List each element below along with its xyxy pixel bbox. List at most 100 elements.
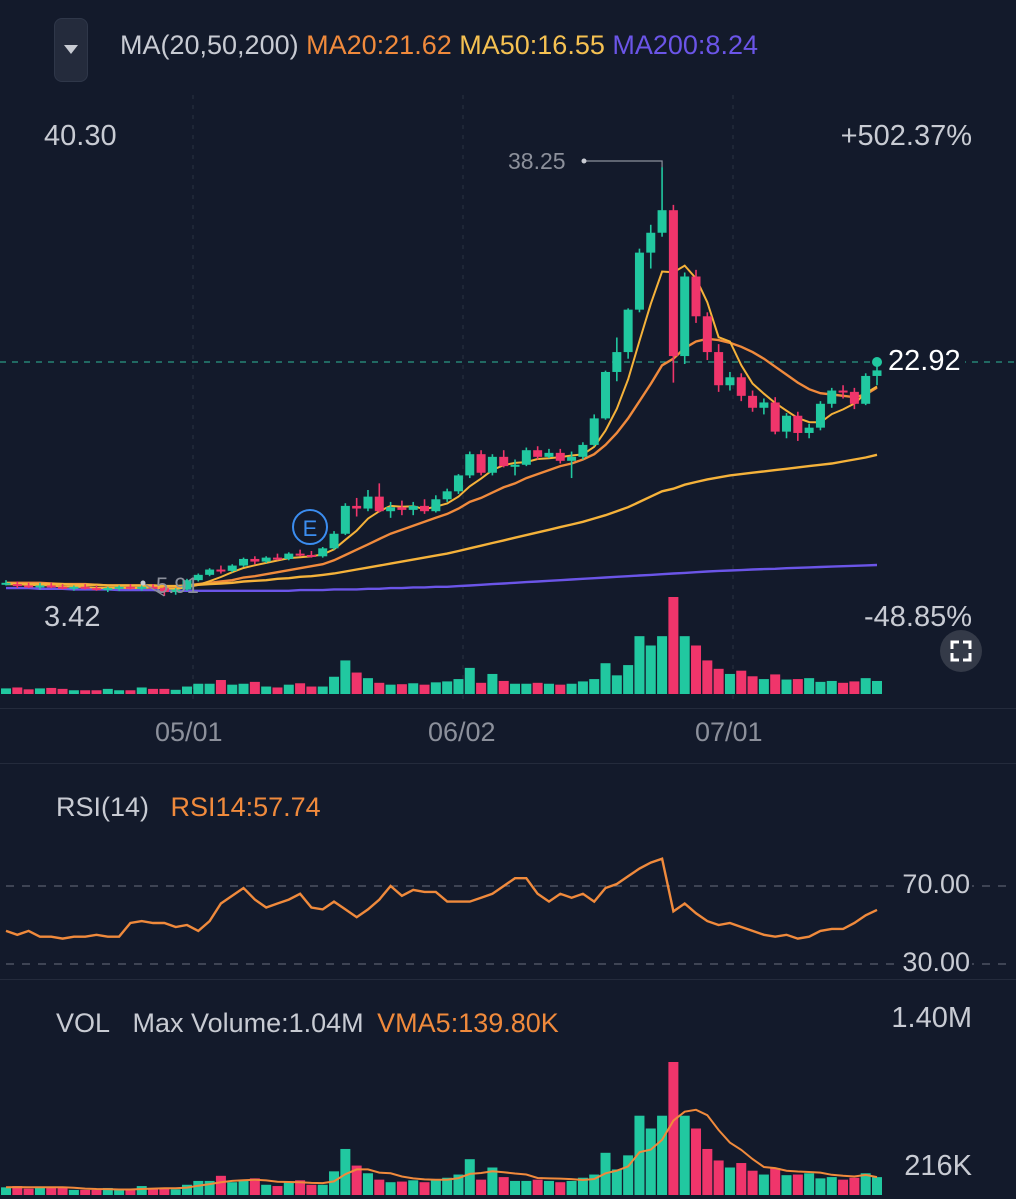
price-panel-volume-bar <box>125 690 136 694</box>
price-panel-volume-bar <box>792 679 803 694</box>
date-label-3: 07/01 <box>695 717 763 747</box>
price-panel-volume-bar <box>317 686 328 694</box>
volume-bar <box>204 1180 215 1195</box>
volume-bar <box>351 1165 362 1195</box>
volume-bar <box>464 1159 475 1195</box>
rsi-value: RSI14:57.74 <box>170 792 321 822</box>
price-panel-volume-bar <box>34 688 45 694</box>
candle-body <box>510 464 520 467</box>
pct-high-label: +502.37% <box>840 120 972 152</box>
volume-bar <box>453 1174 464 1195</box>
price-panel-volume-bar <box>657 636 668 694</box>
candle-body <box>103 588 113 591</box>
candle-body <box>782 415 792 432</box>
volume-bar <box>340 1148 351 1195</box>
price-panel-volume-bar <box>872 680 882 694</box>
volume-bar <box>713 1160 724 1195</box>
volume-bar <box>623 1155 634 1195</box>
candle-body <box>363 496 373 509</box>
price-panel-volume-bar <box>340 660 351 694</box>
volume-bar <box>442 1177 453 1195</box>
price-panel-volume-bar <box>57 688 68 694</box>
candle-body <box>261 557 271 562</box>
volume-bar <box>645 1128 656 1195</box>
candle-body <box>114 586 124 589</box>
candle-body <box>567 456 577 461</box>
volume-bar <box>521 1180 532 1195</box>
price-panel-volume-bar <box>453 679 464 694</box>
rsi-panel-divider <box>0 979 1016 980</box>
rsi-label: RSI(14) <box>56 792 150 822</box>
volume-bar <box>1 1187 11 1195</box>
volume-bar <box>566 1180 577 1195</box>
ma-label: MA(20,50,200) <box>120 30 299 60</box>
candle-body <box>171 589 181 593</box>
candle-body <box>159 588 169 593</box>
volume-bar <box>838 1179 849 1195</box>
candle-body <box>91 588 101 591</box>
volume-bar <box>23 1188 34 1195</box>
price-panel-volume-bar <box>46 687 57 694</box>
short-ma-line <box>5 264 878 590</box>
candle-body <box>544 452 554 457</box>
date-label-1: 05/01 <box>155 717 223 747</box>
volume-bar <box>68 1189 79 1195</box>
price-panel-volume-bar <box>521 683 532 694</box>
vol-axis-top-label: 1.40M <box>891 1002 972 1034</box>
candle-body <box>533 450 543 457</box>
price-panel-volume-bar <box>408 683 419 694</box>
candle-body <box>691 276 701 317</box>
price-panel-volume-bar <box>623 665 634 694</box>
candle-body <box>420 505 430 512</box>
trough-leader-line <box>142 582 165 597</box>
pct-low-label: -48.85% <box>863 601 972 633</box>
volume-bar <box>487 1167 498 1195</box>
expand-button[interactable] <box>940 630 982 672</box>
price-panel-volume-bar <box>600 663 611 694</box>
candle-body <box>748 395 758 408</box>
volume-bar <box>306 1184 317 1195</box>
price-panel-volume-bar <box>374 682 385 694</box>
price-panel-volume-bar <box>736 670 747 694</box>
price-panel-volume-bar <box>611 675 622 694</box>
candle-body <box>216 569 226 572</box>
candle-body <box>601 371 611 419</box>
rsi-legend: RSI(14) RSI14:57.74 <box>56 792 321 823</box>
price-panel-volume-bar <box>498 680 509 694</box>
candle-body <box>680 276 690 357</box>
candle-body <box>646 232 656 253</box>
price-panel-volume-bar <box>148 688 159 694</box>
candle-body <box>442 491 452 500</box>
price-panel-volume-bar <box>487 673 498 694</box>
chevron-down-icon <box>64 45 78 54</box>
price-panel-volume-bar <box>679 636 690 694</box>
candle-body <box>872 370 882 376</box>
volume-bar <box>136 1186 147 1195</box>
price-panel-volume-bar <box>329 676 340 694</box>
price-panel-volume-bar <box>464 667 475 694</box>
price-panel-volume-bar <box>826 680 837 694</box>
volume-bar <box>815 1178 826 1195</box>
volume-bar <box>125 1189 136 1195</box>
volume-bar <box>634 1115 645 1195</box>
price-panel-volume-bar <box>215 680 226 694</box>
price-panel-volume-bar <box>114 690 125 694</box>
candle-body <box>612 352 622 372</box>
price-panel-volume-bar <box>272 687 283 694</box>
candle-body <box>589 418 599 445</box>
candle-body <box>623 309 633 353</box>
volume-bar <box>430 1179 441 1195</box>
ma200-value: MA200:8.24 <box>612 30 758 60</box>
volume-bar <box>702 1148 713 1195</box>
price-panel-volume-bar <box>283 684 294 694</box>
candle-body <box>453 475 463 492</box>
price-panel-volume-bar <box>1 688 11 694</box>
price-panel-volume-bar <box>12 687 23 694</box>
price-panel-volume-bar <box>295 683 306 694</box>
volume-bar <box>317 1184 328 1195</box>
indicator-dropdown-button[interactable] <box>54 18 88 82</box>
volume-bar <box>860 1173 871 1195</box>
price-panel-volume-bar <box>430 682 441 694</box>
candle-body <box>46 585 56 588</box>
price-panel-volume-bar <box>249 681 260 694</box>
